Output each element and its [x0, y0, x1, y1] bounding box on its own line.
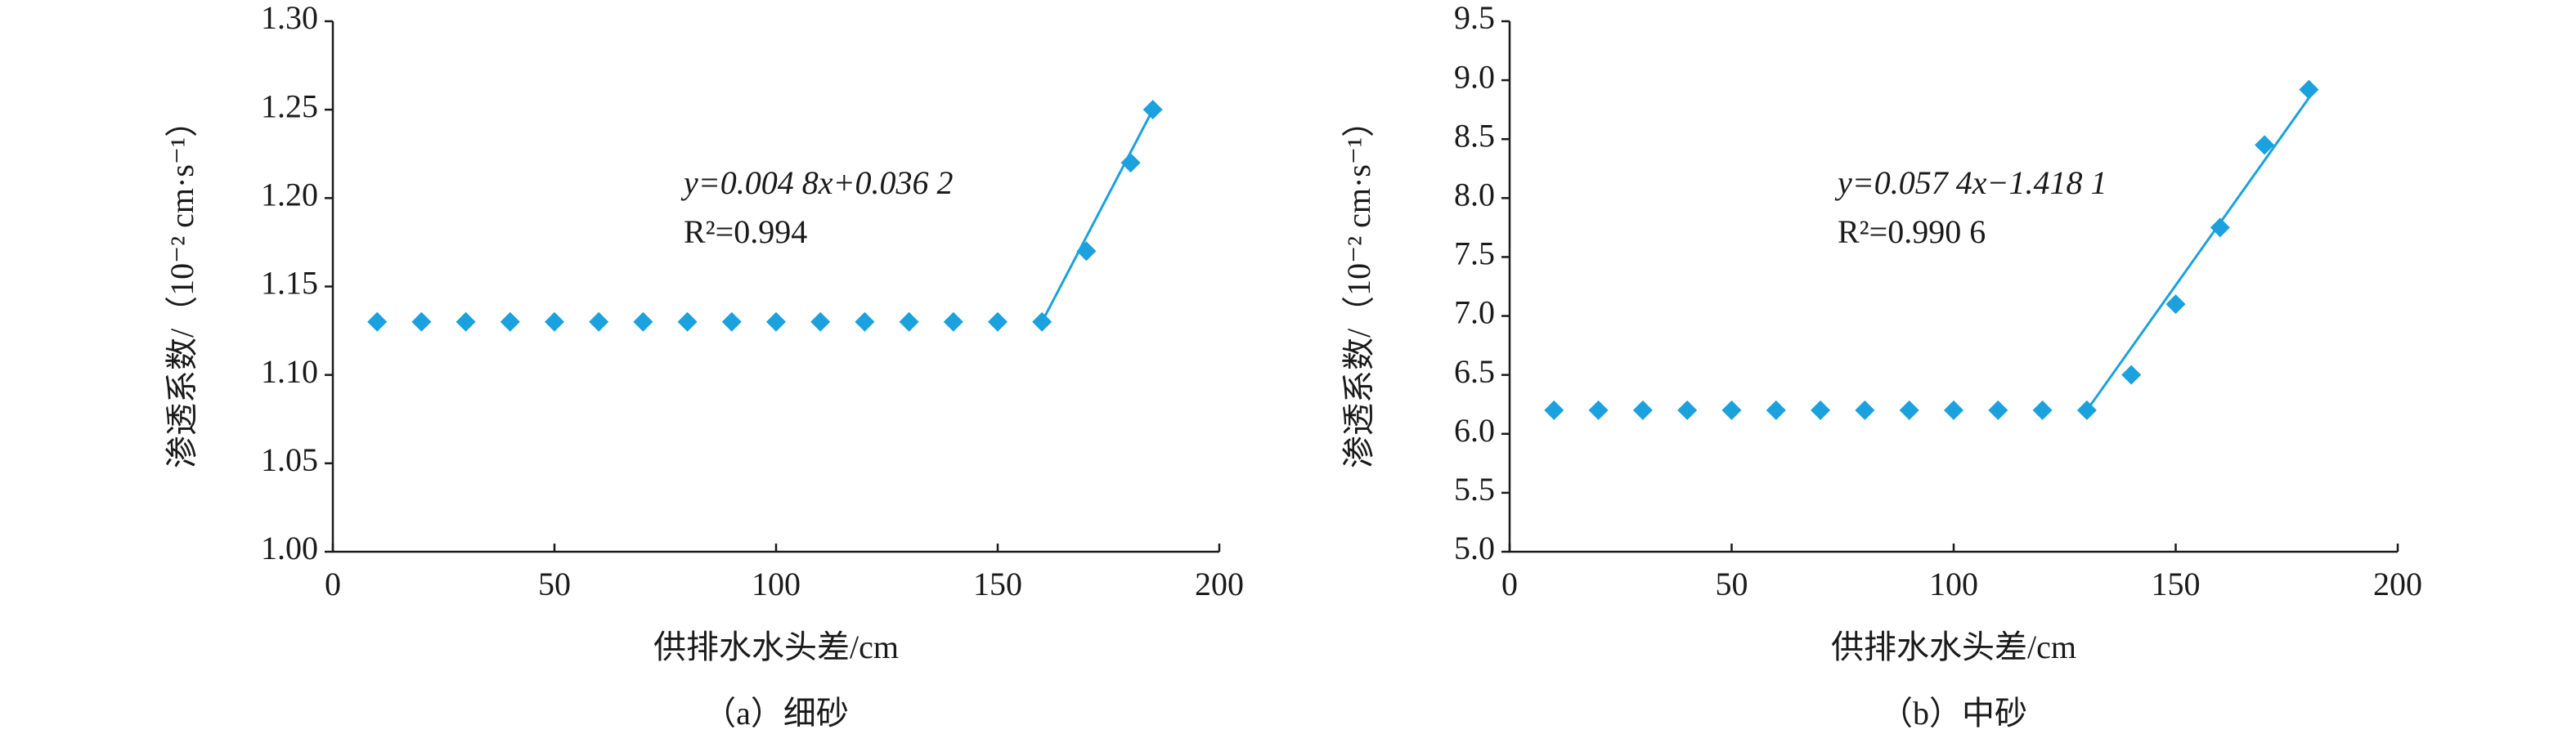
- x-tick-label: 150: [973, 566, 1022, 602]
- data-point: [1899, 400, 1919, 420]
- x-tick-label: 200: [2373, 566, 2422, 602]
- y-tick-label: 1.25: [261, 87, 318, 124]
- data-point: [1632, 400, 1653, 420]
- y-tick-label: 7.0: [1454, 294, 1495, 331]
- data-point: [1988, 400, 2008, 420]
- y-tick-label: 5.5: [1454, 471, 1495, 508]
- y-tick-label: 1.15: [261, 265, 318, 302]
- data-point: [2210, 217, 2230, 238]
- y-tick-label: 1.00: [261, 530, 318, 566]
- data-point: [2121, 365, 2142, 385]
- data-point: [411, 311, 432, 332]
- x-tick-label: 100: [752, 566, 801, 602]
- axes: [331, 21, 1219, 553]
- data-point: [810, 311, 831, 332]
- data-point: [988, 311, 1008, 332]
- data-point: [500, 311, 520, 332]
- data-point: [1944, 400, 1963, 420]
- axes: [1508, 21, 2398, 553]
- equation: y=0.004 8x+0.036 2: [680, 164, 954, 201]
- data-point: [1721, 400, 1742, 420]
- data-point: [2165, 294, 2186, 315]
- y-tick-label: 5.0: [1454, 530, 1495, 566]
- x-tick-label: 0: [1501, 566, 1518, 602]
- y-tick-label: 6.0: [1454, 412, 1495, 449]
- x-tick-label: 50: [1716, 566, 1748, 602]
- data-point: [1588, 400, 1609, 420]
- data-point: [677, 311, 698, 332]
- y-tick-label: 8.0: [1454, 177, 1495, 213]
- x-axis-label: 供排水水头差/cm: [1831, 629, 2076, 665]
- data-point: [2299, 79, 2319, 100]
- data-point: [1677, 400, 1698, 420]
- x-tick-label: 100: [1929, 566, 1978, 602]
- y-tick-label: 6.5: [1454, 353, 1495, 390]
- data-point: [2076, 400, 2097, 420]
- data-point: [589, 311, 609, 332]
- y-tick-label: 9.5: [1454, 0, 1495, 36]
- x-tick-label: 50: [538, 566, 571, 602]
- x-tick-label: 150: [2152, 566, 2201, 602]
- data-point: [1766, 400, 1786, 420]
- x-tick-label: 200: [1195, 566, 1244, 602]
- data-point: [1032, 311, 1052, 332]
- r-squared: R²=0.994: [684, 213, 807, 250]
- x-tick-label: 0: [325, 566, 341, 602]
- y-axis-label: 渗透系数/（10⁻² cm·s⁻¹）: [1340, 105, 1377, 468]
- equation: y=0.057 4x−1.418 1: [1834, 164, 2107, 201]
- data-point: [1855, 400, 1875, 420]
- r-squared: R²=0.990 6: [1838, 213, 1986, 250]
- y-tick-label: 1.05: [261, 441, 318, 478]
- data-point: [367, 311, 388, 332]
- y-tick-label: 7.5: [1454, 235, 1495, 272]
- data-point: [1142, 100, 1163, 120]
- data-point: [456, 311, 476, 332]
- y-tick-label: 1.20: [261, 177, 318, 213]
- caption: （a）细砂: [703, 695, 849, 732]
- data-point: [943, 311, 963, 332]
- data-point: [1120, 153, 1141, 173]
- caption: （b）中砂: [1880, 695, 2027, 732]
- data-point: [1076, 241, 1097, 262]
- trend-line: [1040, 109, 1155, 323]
- y-tick-label: 9.0: [1454, 58, 1495, 95]
- trend-line: [2085, 96, 2310, 411]
- data-point: [899, 311, 919, 332]
- data-point: [1811, 400, 1831, 420]
- y-tick-label: 1.30: [261, 0, 318, 36]
- data-point: [721, 311, 742, 332]
- data-point: [766, 311, 786, 332]
- y-tick-label: 8.5: [1454, 117, 1495, 154]
- data-point: [2032, 400, 2053, 420]
- y-tick-label: 1.10: [261, 353, 318, 390]
- data-point: [633, 311, 653, 332]
- data-point: [545, 311, 564, 332]
- data-point: [2255, 135, 2275, 155]
- data-point: [855, 311, 875, 332]
- y-axis-label: 渗透系数/（10⁻² cm·s⁻¹）: [164, 105, 200, 468]
- x-axis-label: 供排水水头差/cm: [653, 629, 899, 665]
- data-point: [1544, 400, 1564, 420]
